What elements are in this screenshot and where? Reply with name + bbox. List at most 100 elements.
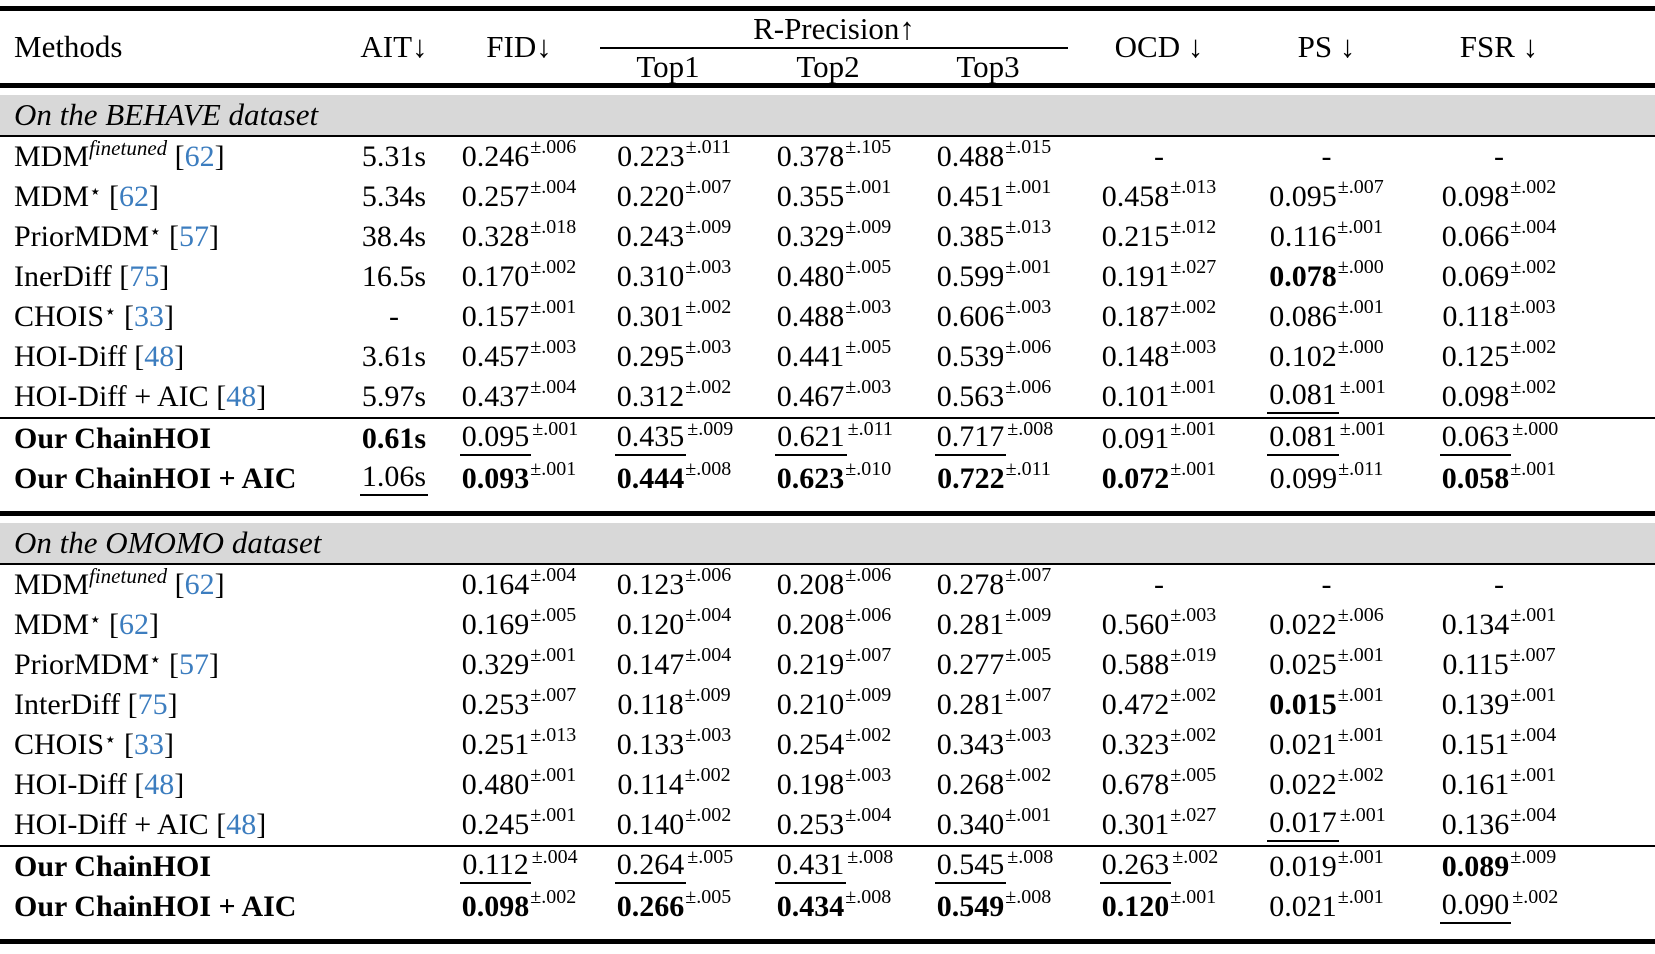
value-cell-top1: 0.301 ±.002 (616, 296, 732, 333)
method-cell: InerDiff [75] (14, 260, 344, 294)
metric-value: 0.125 (1441, 340, 1510, 373)
value-cell-ocd: 0.148 ±.003 (1101, 336, 1217, 373)
citation-link[interactable]: 48 (144, 340, 175, 373)
metric-value: 1.06s (359, 462, 429, 496)
metric-value: 0.139 (1441, 688, 1510, 721)
metric-value: - (1494, 568, 1504, 601)
value-cell-fid: 0.164 ±.004 (461, 564, 577, 601)
col-header-ps: PS ↓ (1297, 29, 1356, 64)
citation-bracket: ] (164, 728, 175, 761)
rprecision-subheader: Top1 Top2 Top3 (588, 49, 1080, 84)
value-cell-ocd: 0.215 ±.012 (1101, 216, 1217, 253)
value-cell-ocd: 0.458 ±.013 (1101, 176, 1217, 213)
method-cell: Our ChainHOI (14, 422, 344, 456)
metric-value: 0.340 (936, 808, 1005, 841)
method-cell: CHOIS⋆ [33] (14, 728, 344, 762)
metric-value: 0.457 (461, 340, 530, 373)
table-row: Our ChainHOI 0.112 ±.004 0.264 ±.005 0.431 ±.0… (0, 847, 1655, 887)
value-cell-ait: - (344, 302, 444, 332)
metric-value: 0.098 (461, 890, 530, 923)
table-row: Our ChainHOI 0.61s 0.095 ±.001 0.435 ±.009 0.6… (0, 419, 1655, 459)
metric-value: 0.098 (1441, 180, 1510, 213)
metric-value: 0.022 (1269, 768, 1337, 801)
value-cell-ps: 0.081 ±.001 (1244, 419, 1409, 456)
citation-link[interactable]: 75 (137, 688, 168, 721)
citation-bracket: ] (256, 380, 267, 413)
metric-value: 0.120 (616, 608, 685, 641)
citation-link[interactable]: 33 (134, 300, 165, 333)
value-cell-ps: 0.022 ±.002 (1269, 764, 1384, 801)
citation-link[interactable]: 62 (184, 140, 215, 173)
citation-bracket: ] (164, 300, 175, 333)
metric-value: 0.099 (1269, 462, 1338, 495)
value-cell-fid: 0.098 ±.002 (461, 886, 577, 923)
table-row: HOI-Diff [48] 3.61s 0.457 ±.003 0.295 ±.003 0.… (0, 337, 1655, 377)
citation-link[interactable]: 62 (119, 180, 150, 213)
value-cell-top1: 0.147 ±.004 (616, 644, 732, 681)
citation-link[interactable]: 57 (179, 220, 210, 253)
value-cell-ocd: 0.263 ±.002 (1074, 847, 1244, 884)
col-header-rprecision: R-Precision↑ (600, 11, 1068, 49)
value-cell-top3: 0.549 ±.008 (936, 886, 1052, 923)
metric-value: 0.136 (1441, 808, 1510, 841)
method-name: Our ChainHOI + AIC (14, 890, 297, 923)
value-cell-top2: 0.253 ±.004 (776, 804, 892, 841)
value-cell-top1: 0.310 ±.003 (616, 256, 732, 293)
metric-value: 0.323 (1101, 728, 1170, 761)
value-cell-fsr: 0.139 ±.001 (1441, 684, 1557, 721)
value-cell-top1: 0.295 ±.003 (616, 336, 732, 373)
metric-value: 0.563 (936, 380, 1005, 413)
table-row: PriorMDM⋆ [57] 0.329 ±.001 0.147 ±.004 0.219 ±… (0, 645, 1655, 685)
star-superscript: ⋆ (89, 181, 102, 203)
metric-value: 0.623 (776, 462, 845, 495)
citation-link[interactable]: 33 (134, 728, 165, 761)
value-cell-top3: 0.268 ±.002 (936, 764, 1052, 801)
value-cell-top1: 0.223 ±.011 (617, 136, 731, 173)
metric-value: 0.215 (1101, 220, 1170, 253)
metric-value: 0.210 (776, 688, 845, 721)
col-header-fid: FID↓ (486, 29, 552, 64)
value-cell-top2: 0.208 ±.006 (776, 604, 892, 641)
metric-value: 0.378 (776, 140, 845, 173)
value-cell-top3: 0.343 ±.003 (936, 724, 1052, 761)
citation-link[interactable]: 57 (179, 648, 210, 681)
metric-value: 0.017 (1267, 808, 1339, 842)
value-cell-top1: 0.444 ±.008 (616, 458, 732, 495)
value-cell-ps: 0.095 ±.007 (1269, 176, 1384, 213)
metric-value: 0.133 (616, 728, 685, 761)
citation-link[interactable]: 48 (226, 380, 257, 413)
metric-value: 0.208 (776, 608, 845, 641)
citation-link[interactable]: 62 (119, 608, 150, 641)
metric-value: 0.480 (776, 260, 845, 293)
metric-value: 0.098 (1441, 380, 1510, 413)
metric-value: 0.472 (1101, 688, 1170, 721)
value-cell-ps: 0.019 ±.001 (1269, 846, 1384, 883)
citation-link[interactable]: 62 (184, 568, 215, 601)
metric-value: 0.118 (617, 688, 684, 721)
value-cell-ps: 0.078 ±.000 (1269, 256, 1384, 293)
value-cell-fid: 0.251 ±.013 (461, 724, 577, 761)
metric-value: 0.451 (936, 180, 1005, 213)
value-cell-top3: 0.277 ±.005 (936, 644, 1052, 681)
citation-link[interactable]: 48 (226, 808, 257, 841)
metric-value: 0.329 (776, 220, 845, 253)
value-cell-top3: 0.281 ±.009 (936, 604, 1052, 641)
value-cell-ocd: 0.678 ±.005 (1101, 764, 1217, 801)
value-cell-fid: 0.480 ±.001 (461, 764, 577, 801)
metric-value: 0.560 (1101, 608, 1170, 641)
value-cell-fsr: 0.098 ±.002 (1441, 376, 1557, 413)
value-cell-ps: - (1244, 570, 1409, 600)
value-cell-ocd: 0.472 ±.002 (1101, 684, 1217, 721)
citation-link[interactable]: 75 (129, 260, 160, 293)
midrule (0, 845, 1655, 847)
metric-value: 0.328 (461, 220, 530, 253)
value-cell-ocd: 0.191 ±.027 (1101, 256, 1217, 293)
citation-bracket: ] (214, 568, 225, 601)
value-cell-ps: - (1244, 142, 1409, 172)
metric-value: 0.431 (774, 850, 847, 884)
metric-value: 5.97s (361, 380, 427, 413)
metric-value: 0.437 (461, 380, 530, 413)
metric-value: 0.069 (1441, 260, 1510, 293)
table-row: PriorMDM⋆ [57] 38.4s 0.328 ±.018 0.243 ±.009 0… (0, 217, 1655, 257)
citation-link[interactable]: 48 (144, 768, 175, 801)
